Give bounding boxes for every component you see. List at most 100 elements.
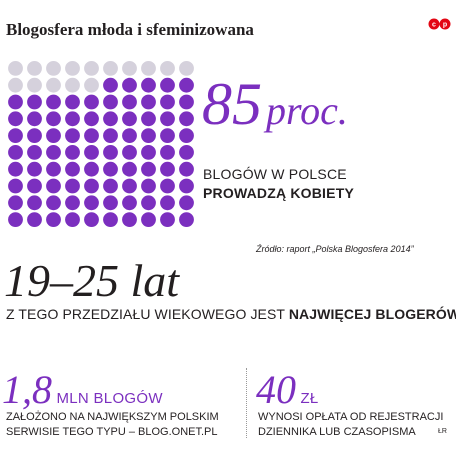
- waffle-dot-highlighted: [46, 145, 61, 160]
- fee-unit: ZŁ: [300, 390, 319, 407]
- waffle-dot-highlighted: [122, 128, 137, 143]
- share-headline: 85 proc.: [202, 74, 348, 134]
- waffle-dot-highlighted: [179, 77, 194, 93]
- waffle-dot-highlighted: [46, 111, 61, 127]
- waffle-dot-highlighted: [27, 128, 42, 143]
- share-unit: proc.: [266, 88, 348, 133]
- share-value: 85: [202, 71, 262, 137]
- waffle-dot-highlighted: [122, 195, 137, 211]
- waffle-dot-highlighted: [27, 111, 42, 127]
- waffle-dot-highlighted: [141, 161, 156, 177]
- age-range-caption: Z TEGO PRZEDZIAŁU WIEKOWEGO JEST NAJWIĘC…: [6, 306, 456, 322]
- waffle-dot-highlighted: [103, 77, 118, 93]
- waffle-dot-rest: [46, 61, 61, 76]
- waffle-dot-highlighted: [179, 128, 194, 143]
- waffle-dot-highlighted: [160, 195, 175, 211]
- waffle-dot-highlighted: [103, 111, 118, 127]
- waffle-dot-highlighted: [65, 94, 80, 110]
- waffle-dot-highlighted: [103, 128, 118, 143]
- column-divider: [246, 368, 247, 438]
- waffle-dot-highlighted: [122, 145, 137, 160]
- waffle-dot-highlighted: [8, 145, 23, 160]
- waffle-dot-highlighted: [84, 161, 99, 177]
- waffle-dot-rest: [46, 77, 61, 93]
- svg-text:c: c: [432, 22, 436, 29]
- waffle-dot-highlighted: [141, 94, 156, 110]
- waffle-dot-highlighted: [103, 178, 118, 194]
- waffle-dot-highlighted: [103, 161, 118, 177]
- waffle-dot-highlighted: [84, 111, 99, 127]
- waffle-dot-highlighted: [160, 145, 175, 160]
- waffle-dot-highlighted: [160, 77, 175, 93]
- waffle-dot-highlighted: [84, 195, 99, 211]
- author-credit: ŁR: [438, 428, 447, 435]
- waffle-dot-rest: [8, 61, 23, 76]
- waffle-dot-highlighted: [27, 94, 42, 110]
- waffle-dot-highlighted: [46, 195, 61, 211]
- age-caption-bold: NAJWIĘCEJ BLOGERÓW: [288, 306, 456, 322]
- waffle-dot-highlighted: [141, 77, 156, 93]
- waffle-dot-highlighted: [27, 161, 42, 177]
- waffle-dot-rest: [27, 61, 42, 76]
- waffle-dot-highlighted: [8, 161, 23, 177]
- waffle-dot-rest: [141, 61, 156, 76]
- waffle-dot-highlighted: [8, 128, 23, 143]
- waffle-dot-highlighted: [8, 195, 23, 211]
- fee-value: 40: [256, 367, 296, 412]
- waffle-dot-highlighted: [141, 145, 156, 160]
- waffle-dot-highlighted: [65, 111, 80, 127]
- waffle-dot-highlighted: [27, 195, 42, 211]
- waffle-dot-highlighted: [160, 161, 175, 177]
- waffle-dot-highlighted: [160, 94, 175, 110]
- waffle-dot-highlighted: [46, 178, 61, 194]
- waffle-dot-highlighted: [65, 128, 80, 143]
- blogs-caption-line1: ZAŁOŻONO NA NAJWIĘKSZYM POLSKIM: [6, 411, 219, 423]
- waffle-chart: [8, 61, 194, 228]
- waffle-dot-rest: [27, 77, 42, 93]
- age-range-headline: 19–25 lat: [4, 255, 180, 306]
- share-caption-line2: PROWADZĄ KOBIETY: [203, 185, 354, 201]
- waffle-dot-highlighted: [84, 145, 99, 160]
- waffle-dot-highlighted: [46, 161, 61, 177]
- waffle-dot-highlighted: [122, 77, 137, 93]
- waffle-dot-highlighted: [84, 94, 99, 110]
- waffle-dot-highlighted: [179, 212, 194, 228]
- waffle-dot-highlighted: [65, 212, 80, 228]
- waffle-dot-highlighted: [65, 178, 80, 194]
- blogs-count-unit: MLN BLOGÓW: [56, 390, 163, 407]
- waffle-dot-highlighted: [160, 111, 175, 127]
- waffle-dot-rest: [179, 61, 194, 76]
- waffle-dot-rest: [84, 61, 99, 76]
- age-caption-plain: Z TEGO PRZEDZIAŁU WIEKOWEGO JEST: [6, 306, 289, 322]
- waffle-dot-highlighted: [103, 94, 118, 110]
- waffle-dot-highlighted: [122, 111, 137, 127]
- waffle-dot-highlighted: [65, 161, 80, 177]
- waffle-dot-highlighted: [122, 212, 137, 228]
- waffle-dot-highlighted: [84, 178, 99, 194]
- waffle-dot-highlighted: [179, 145, 194, 160]
- blogs-count-headline: 1,8 MLN BLOGÓW: [2, 370, 163, 410]
- waffle-dot-highlighted: [160, 128, 175, 143]
- waffle-dot-highlighted: [84, 212, 99, 228]
- waffle-dot-highlighted: [65, 145, 80, 160]
- waffle-dot-highlighted: [122, 94, 137, 110]
- waffle-dot-highlighted: [46, 128, 61, 143]
- waffle-dot-highlighted: [8, 178, 23, 194]
- waffle-dot-rest: [65, 77, 80, 93]
- fee-caption-line2: DZIENNIKA LUB CZASOPISMA: [258, 426, 416, 438]
- fee-headline: 40 ZŁ: [256, 370, 319, 410]
- waffle-dot-highlighted: [141, 178, 156, 194]
- blogs-count-value: 1,8: [2, 367, 52, 412]
- waffle-dot-highlighted: [27, 145, 42, 160]
- waffle-dot-highlighted: [141, 128, 156, 143]
- waffle-dot-highlighted: [103, 145, 118, 160]
- waffle-dot-highlighted: [141, 195, 156, 211]
- waffle-dot-highlighted: [160, 178, 175, 194]
- waffle-dot-rest: [122, 61, 137, 76]
- fee-caption-line1: WYNOSI OPŁATA OD REJESTRACJI: [258, 411, 444, 423]
- waffle-dot-highlighted: [122, 178, 137, 194]
- waffle-dot-highlighted: [8, 111, 23, 127]
- waffle-dot-rest: [65, 61, 80, 76]
- waffle-dot-highlighted: [141, 111, 156, 127]
- waffle-dot-highlighted: [141, 212, 156, 228]
